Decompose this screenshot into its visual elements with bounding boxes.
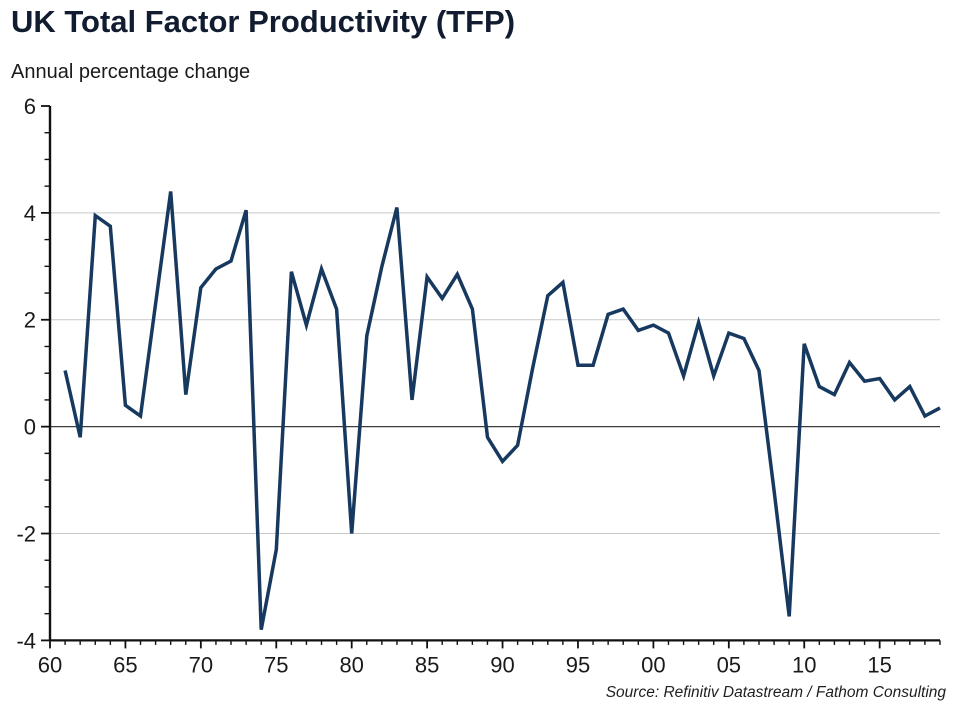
source-note: Source: Refinitiv Datastream / Fathom Co…	[605, 684, 946, 701]
x-axis-label: 85	[415, 652, 439, 677]
x-axis-label: 75	[264, 652, 288, 677]
x-axis-label: 65	[113, 652, 137, 677]
y-axis-label: 0	[24, 415, 36, 440]
y-axis-label: 6	[24, 94, 36, 119]
x-axis-label: 00	[641, 652, 665, 677]
y-axis-label: 4	[24, 201, 36, 226]
x-axis-label: 05	[717, 652, 741, 677]
x-axis-label: 90	[490, 652, 514, 677]
x-axis-label: 70	[189, 652, 213, 677]
chart-subtitle: Annual percentage change	[11, 61, 251, 83]
x-axis-label: 95	[566, 652, 590, 677]
y-axis-label: -2	[16, 521, 36, 546]
y-axis-label: 2	[24, 308, 36, 333]
x-axis-label: 80	[339, 652, 363, 677]
y-axis-label: -4	[16, 628, 36, 653]
x-axis-label: 60	[38, 652, 62, 677]
tfp-series-line	[63, 191, 941, 631]
x-axis-label: 10	[792, 652, 816, 677]
chart-title: UK Total Factor Productivity (TFP)	[11, 4, 516, 39]
x-axis-label: 15	[867, 652, 891, 677]
